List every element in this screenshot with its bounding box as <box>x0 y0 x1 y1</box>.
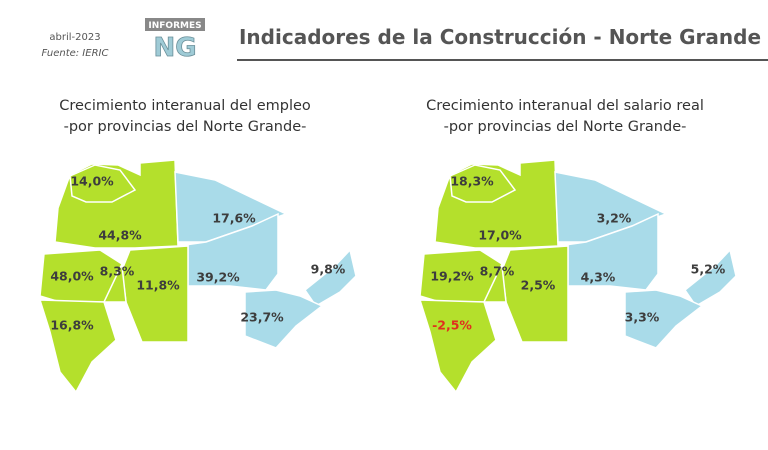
logo-main: NG <box>153 33 196 63</box>
province-value: 3,2% <box>597 211 632 226</box>
province <box>501 245 569 343</box>
province-value: 5,2% <box>691 262 726 277</box>
province <box>683 248 737 307</box>
map: Crecimiento interanual del salario real -… <box>418 98 737 394</box>
logo-top: INFORMES <box>148 21 201 31</box>
province-value: 17,0% <box>478 228 522 243</box>
province-value: 44,8% <box>98 228 142 243</box>
map: Crecimiento interanual del empleo -por pr… <box>38 98 357 394</box>
map-title: Crecimiento interanual del salario real <box>426 98 704 114</box>
province <box>69 164 137 203</box>
province-value: 8,7% <box>480 264 515 279</box>
province-value: -2,5% <box>432 318 472 333</box>
province-value: 16,8% <box>50 318 94 333</box>
province <box>449 164 517 203</box>
province-value: 4,3% <box>581 270 616 285</box>
date: abril-2023 <box>49 32 100 43</box>
source: Fuente: IERIC <box>42 48 109 59</box>
province-value: 11,8% <box>136 278 180 293</box>
province <box>38 299 117 394</box>
province <box>303 248 357 307</box>
province-value: 8,3% <box>100 264 135 279</box>
maps: Crecimiento interanual del empleo -por pr… <box>38 98 737 394</box>
logo-band <box>145 18 205 31</box>
province <box>244 289 324 349</box>
province-value: 9,8% <box>311 262 346 277</box>
map-title: Crecimiento interanual del empleo <box>59 98 311 114</box>
page-title: Indicadores de la Construcción - Norte G… <box>239 25 761 49</box>
map-title: -por provincias del Norte Grande- <box>444 119 687 135</box>
province-value: 2,5% <box>521 278 556 293</box>
province-value: 3,3% <box>625 310 660 325</box>
province-value: 23,7% <box>240 310 284 325</box>
province-value: 39,2% <box>196 270 240 285</box>
province-value: 14,0% <box>70 174 114 189</box>
province-value: 19,2% <box>430 269 474 284</box>
map-title: -por provincias del Norte Grande- <box>64 119 307 135</box>
province <box>624 289 704 349</box>
province-value: 17,6% <box>212 211 256 226</box>
province-value: 48,0% <box>50 269 94 284</box>
province-value: 18,3% <box>450 174 494 189</box>
province <box>121 245 189 343</box>
province <box>418 299 497 394</box>
